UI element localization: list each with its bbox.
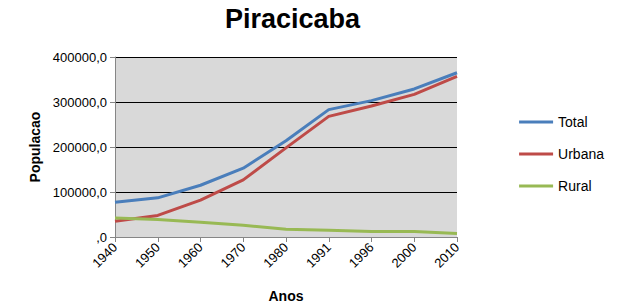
svg-text:1960: 1960 <box>175 240 206 271</box>
svg-text:1940: 1940 <box>89 240 120 271</box>
svg-text:Anos: Anos <box>269 288 304 304</box>
svg-text:Piracicaba: Piracicaba <box>225 4 361 34</box>
svg-text:Urbana: Urbana <box>558 146 604 162</box>
svg-text:Populacao: Populacao <box>27 112 43 183</box>
svg-text:Rural: Rural <box>558 178 591 194</box>
svg-text:,0: ,0 <box>96 230 107 245</box>
svg-text:200000,0: 200000,0 <box>53 140 107 155</box>
svg-text:1970: 1970 <box>218 240 249 271</box>
svg-text:400000,0: 400000,0 <box>53 50 107 65</box>
svg-text:1991: 1991 <box>303 240 334 271</box>
svg-text:1996: 1996 <box>346 240 377 271</box>
svg-text:1980: 1980 <box>260 240 291 271</box>
svg-text:Total: Total <box>558 114 588 130</box>
svg-text:1950: 1950 <box>132 240 163 271</box>
svg-text:2000: 2000 <box>389 240 420 271</box>
svg-text:2010: 2010 <box>431 240 462 271</box>
svg-text:300000,0: 300000,0 <box>53 95 107 110</box>
svg-text:100000,0: 100000,0 <box>53 185 107 200</box>
